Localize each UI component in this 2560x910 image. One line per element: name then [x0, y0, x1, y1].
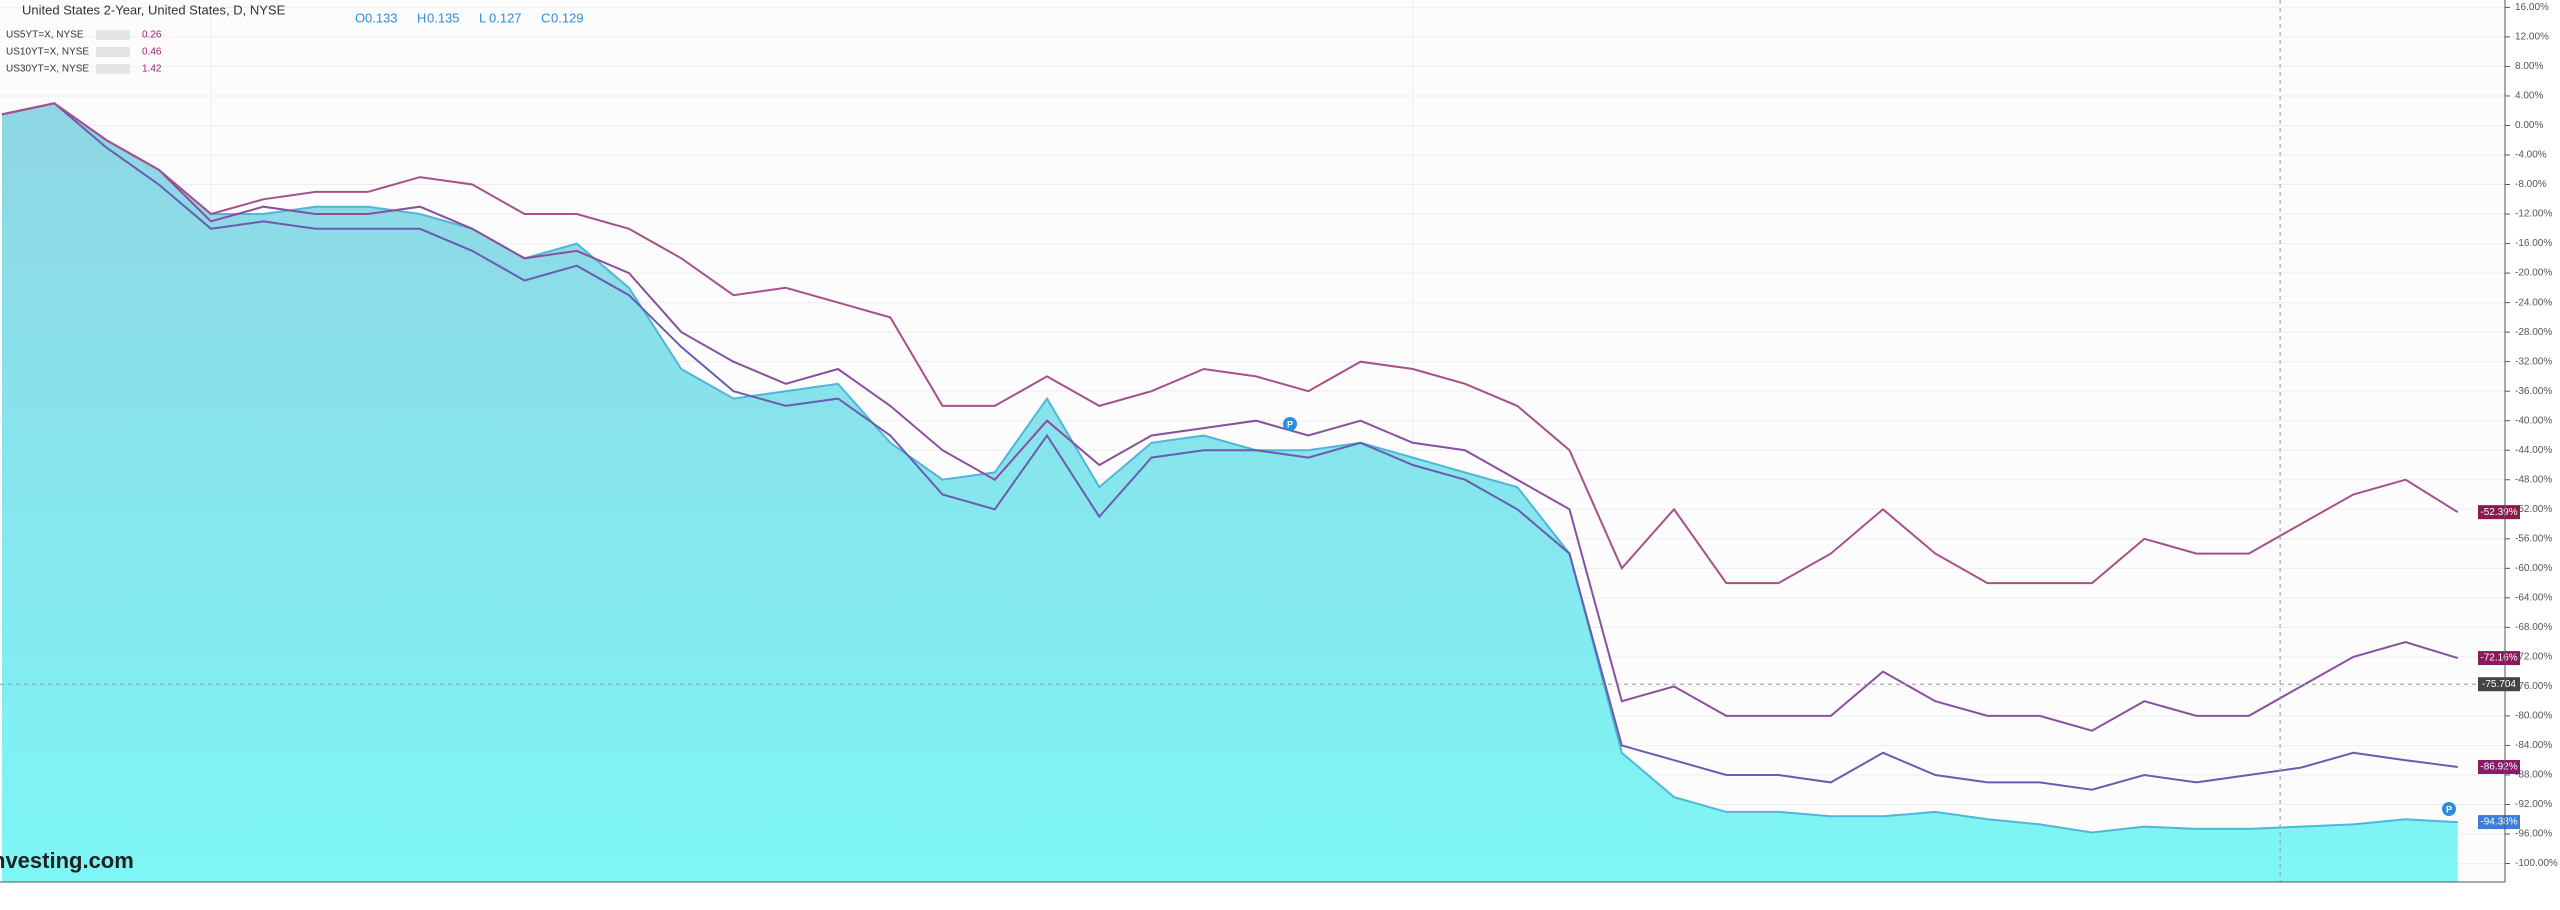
series-line [1, 102, 2458, 834]
y-tick-label: -96.00% [2515, 829, 2552, 840]
series-line [1, 102, 2459, 585]
series-line [1, 102, 2459, 732]
y-tick-label: -20.00% [2515, 268, 2552, 279]
y-tick-label: -88.00% [2515, 770, 2552, 781]
ohlc-value: 0.129 [551, 10, 584, 25]
y-tick-label: -64.00% [2515, 592, 2552, 603]
y-tick-label: -72.00% [2515, 652, 2552, 663]
y-tick-label: -16.00% [2515, 238, 2552, 249]
legend-value: 0.26 [142, 30, 162, 41]
last-value-box [2478, 651, 2520, 666]
event-marker [1283, 417, 1297, 431]
last-value-label: -72.16% [2480, 653, 2517, 664]
watermark: nvesting.com [0, 848, 134, 873]
crosshair-y-box [2478, 677, 2520, 692]
x-axis-band [0, 882, 2560, 905]
y-tick-label: -80.00% [2515, 711, 2552, 722]
ohlc-value: 0.135 [427, 10, 460, 25]
y-tick-label: -44.00% [2515, 445, 2552, 456]
ohlc-key: C [541, 10, 550, 25]
y-tick-label: -40.00% [2515, 415, 2552, 426]
ohlc-key: H [417, 10, 426, 25]
y-tick-label: -36.00% [2515, 386, 2552, 397]
crosshair-y-label: -75.704 [2482, 679, 2516, 690]
y-tick-label: -84.00% [2515, 740, 2552, 751]
area [2, 103, 2458, 883]
ohlc-value: 0.127 [489, 10, 522, 25]
y-tick-label: 16.00% [2515, 2, 2549, 13]
series-line [1, 102, 2458, 791]
y-tick-label: -48.00% [2515, 474, 2552, 485]
event-marker-label: P [1287, 419, 1293, 429]
legend-name: US5YT=X, NYSE [6, 30, 84, 41]
ohlc-key: O [355, 10, 365, 25]
y-tick-label: 0.00% [2515, 120, 2543, 131]
last-value-label: -86.92% [2480, 762, 2517, 773]
ohlc-key: L [479, 10, 486, 25]
y-tick-label: 4.00% [2515, 91, 2543, 102]
legend-icons[interactable] [96, 30, 130, 40]
legend-value: 0.46 [142, 47, 162, 58]
y-tick-label: -12.00% [2515, 209, 2552, 220]
legend-value: 1.42 [142, 64, 162, 75]
y-tick-label: -8.00% [2515, 179, 2547, 190]
last-value-label: -94.38% [2480, 817, 2517, 828]
y-tick-label: -52.00% [2515, 504, 2552, 515]
y-tick-label: -92.00% [2515, 799, 2552, 810]
y-tick-label: 12.00% [2515, 32, 2549, 43]
y-tick-label: -60.00% [2515, 563, 2552, 574]
last-value-box [2478, 505, 2520, 520]
legend-icons[interactable] [96, 64, 130, 74]
y-tick-label: 8.00% [2515, 61, 2543, 72]
event-marker-label: P [2446, 804, 2452, 814]
y-tick-label: -68.00% [2515, 622, 2552, 633]
chart-title: United States 2-Year, United States, D, … [22, 2, 286, 17]
legend-icons[interactable] [96, 47, 130, 57]
y-tick-label: -56.00% [2515, 533, 2552, 544]
y-tick-label: -24.00% [2515, 297, 2552, 308]
y-tick-label: -100.00% [2515, 858, 2558, 869]
legend-name: US30YT=X, NYSE [6, 64, 89, 75]
y-tick-label: -76.00% [2515, 681, 2552, 692]
y-tick-label: -4.00% [2515, 150, 2547, 161]
y-tick-label: -28.00% [2515, 327, 2552, 338]
last-value-box [2478, 815, 2520, 830]
ohlc-value: 0.133 [365, 10, 398, 25]
y-tick-label: -32.00% [2515, 356, 2552, 367]
last-value-box [2478, 760, 2520, 775]
last-value-label: -52.39% [2480, 507, 2517, 518]
event-marker [2442, 802, 2456, 816]
legend-name: US10YT=X, NYSE [6, 47, 89, 58]
